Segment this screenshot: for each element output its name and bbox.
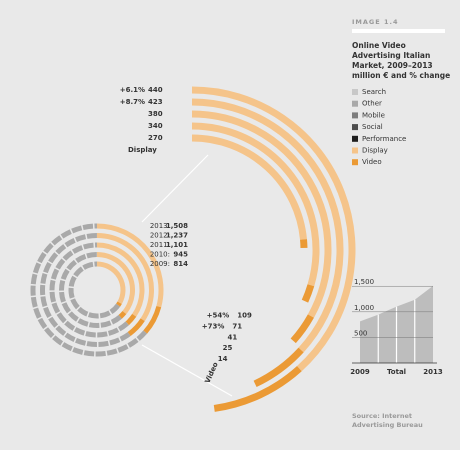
display-change: +8.7% bbox=[120, 98, 145, 106]
ring-video bbox=[127, 318, 145, 336]
ring-display bbox=[96, 223, 164, 308]
display-arc bbox=[191, 134, 307, 240]
display-name: Display bbox=[128, 146, 157, 154]
ring-video bbox=[116, 301, 122, 307]
legend-label: Search bbox=[362, 88, 386, 96]
video-name: Video bbox=[203, 361, 219, 385]
video-value: 109 bbox=[237, 311, 252, 319]
display-arc bbox=[191, 110, 332, 318]
ring-value: 1,101 bbox=[166, 241, 188, 249]
y-tick-label: 1,000 bbox=[354, 304, 374, 312]
x-tick-label: 2009 bbox=[350, 368, 370, 376]
ring-display bbox=[96, 252, 135, 315]
video-labels: Video 109 +54%71 +73%41 25 14 bbox=[202, 311, 252, 385]
legend-label: Social bbox=[362, 123, 383, 131]
x-tick-label: Total bbox=[387, 368, 406, 376]
display-value: 270 bbox=[148, 134, 163, 142]
legend-swatch bbox=[352, 135, 358, 142]
legend-swatch bbox=[352, 159, 358, 166]
ring-value: 945 bbox=[173, 251, 188, 259]
ring-year: 2010: bbox=[150, 251, 170, 259]
y-tick-label: 500 bbox=[354, 329, 367, 337]
video-arc bbox=[253, 347, 304, 388]
ring-value: 1,508 bbox=[166, 222, 188, 230]
video-arc bbox=[213, 366, 302, 412]
image-label: IMAGE 1.4 bbox=[352, 18, 398, 26]
display-value: 380 bbox=[148, 110, 163, 118]
legend-label: Other bbox=[362, 100, 382, 108]
ring-value: 814 bbox=[173, 260, 188, 268]
subtitle: million € and % change bbox=[352, 71, 450, 80]
legend-swatch bbox=[352, 147, 358, 154]
display-value: 423 bbox=[148, 98, 163, 106]
video-arc bbox=[301, 284, 315, 303]
video-change: +54% bbox=[207, 311, 230, 319]
ring-rest bbox=[59, 252, 122, 328]
ring-display bbox=[96, 233, 154, 322]
display-value: 340 bbox=[148, 122, 163, 130]
divider bbox=[352, 29, 445, 33]
legend-swatch bbox=[352, 100, 358, 107]
video-value: 71 bbox=[232, 322, 242, 330]
display-change: +6.1% bbox=[120, 86, 145, 94]
x-tick-label: 2013 bbox=[423, 368, 443, 376]
display-arc bbox=[191, 122, 320, 287]
ring-display bbox=[96, 261, 126, 304]
ring-value: 1,237 bbox=[166, 232, 188, 240]
legend-swatch bbox=[352, 89, 358, 95]
legend-swatch bbox=[352, 124, 358, 131]
title: Market, 2009–2013 bbox=[352, 61, 433, 70]
source: Source: Internet bbox=[352, 412, 412, 420]
ring-rest bbox=[30, 223, 148, 357]
ring-rest bbox=[49, 242, 129, 338]
video-value: 41 bbox=[227, 333, 237, 341]
connector bbox=[141, 154, 209, 223]
connector bbox=[141, 344, 233, 397]
display-value: 440 bbox=[148, 86, 163, 94]
video-arc bbox=[290, 314, 314, 344]
legend-swatch bbox=[352, 112, 358, 119]
video-change: +73% bbox=[202, 322, 225, 330]
ring-year: 2013: bbox=[150, 222, 170, 230]
video-value: 14 bbox=[218, 355, 228, 363]
ring-rest bbox=[40, 233, 131, 347]
title: Advertising Italian bbox=[352, 51, 430, 60]
ring-video bbox=[143, 305, 162, 334]
y-tick-label: 1,500 bbox=[354, 278, 374, 286]
source: Advertising Bureau bbox=[352, 421, 423, 429]
video-value: 25 bbox=[223, 344, 233, 352]
ring-year: 2009: bbox=[150, 260, 170, 268]
display-arc bbox=[191, 98, 344, 353]
legend-label: Performance bbox=[362, 135, 406, 143]
ring-display bbox=[96, 242, 145, 317]
legend-label: Video bbox=[362, 158, 382, 166]
ring-year: 2011: bbox=[150, 241, 170, 249]
display-arc bbox=[191, 86, 356, 372]
ring-video bbox=[118, 310, 127, 319]
ring-rest bbox=[68, 261, 121, 319]
title: Online Video bbox=[352, 41, 406, 50]
ring-year: 2012: bbox=[150, 232, 170, 240]
legend-label: Mobile bbox=[362, 111, 385, 119]
legend-label: Display bbox=[362, 147, 388, 155]
ring-video bbox=[125, 313, 137, 326]
